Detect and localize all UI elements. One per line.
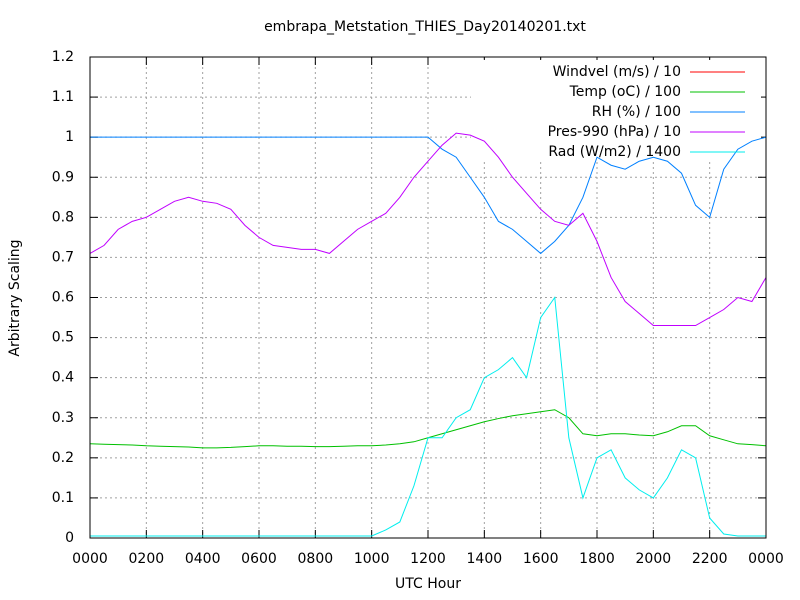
x-tick-label: 2000: [636, 551, 672, 567]
x-axis-label: UTC Hour: [395, 576, 461, 592]
x-tick-label: 1000: [354, 551, 390, 567]
y-tick-label: 0: [65, 530, 74, 546]
data-line: [90, 136, 767, 255]
x-tick-label: 1600: [523, 551, 559, 567]
x-tick-label: 1400: [467, 551, 503, 567]
legend-label: Rad (W/m2) / 1400: [548, 144, 681, 160]
y-tick-label: 1: [65, 129, 74, 145]
x-tick-label: 0000: [72, 551, 108, 567]
y-tick-label: 0.3: [52, 410, 74, 426]
x-tick-label: 1800: [579, 551, 615, 567]
x-tick-label: 0000: [748, 551, 784, 567]
y-axis-label: Arbitrary Scaling: [7, 239, 23, 356]
plot-border: [89, 56, 767, 539]
x-tick-label: 1200: [410, 551, 446, 567]
legend-background: [471, 60, 761, 160]
y-tick-label: 0.5: [52, 330, 74, 346]
x-tick-label: 0600: [241, 551, 277, 567]
legend-label: Windvel (m/s) / 10: [553, 64, 681, 80]
y-tick-label: 0.1: [52, 490, 74, 506]
chart-title: embrapa_Metstation_THIES_Day20140201.txt: [264, 19, 586, 35]
y-tick-label: 1.2: [52, 49, 74, 65]
y-tick-label: 0.6: [52, 290, 74, 306]
data-line: [89, 132, 767, 327]
x-tick-label: 0200: [129, 551, 165, 567]
y-tick-label: 0.9: [52, 169, 74, 185]
x-tick-label: 2200: [692, 551, 728, 567]
y-tick-label: 0.2: [52, 450, 74, 466]
x-tick-label: 0800: [298, 551, 334, 567]
y-tick-label: 0.7: [52, 249, 74, 265]
y-tick-label: 1.1: [52, 89, 74, 105]
legend-label: Temp (oC) / 100: [569, 84, 681, 100]
y-tick-label: 0.4: [52, 370, 74, 386]
y-tick-label: 0.8: [52, 209, 74, 225]
legend-label: RH (%) / 100: [592, 104, 681, 120]
legend-label: Pres-990 (hPa) / 10: [548, 124, 681, 140]
x-tick-label: 0400: [185, 551, 221, 567]
data-line: [90, 296, 766, 537]
